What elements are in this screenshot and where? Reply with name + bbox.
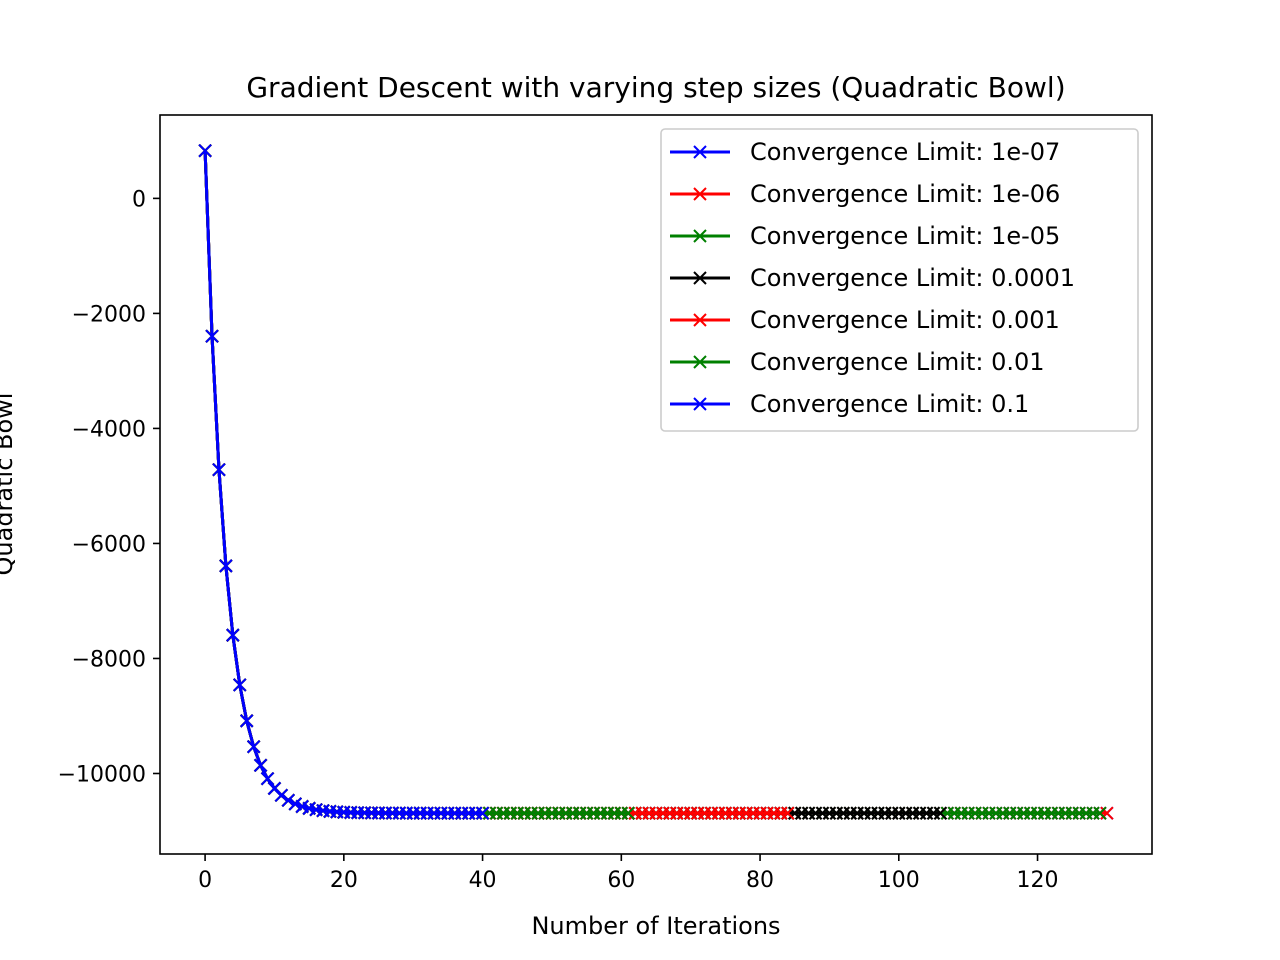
- legend-marker: [693, 187, 707, 201]
- data-point-marker: [281, 793, 296, 808]
- legend-label: Convergence Limit: 0.001: [750, 306, 1060, 334]
- y-tick-label: −8000: [72, 647, 146, 672]
- data-point-marker: [288, 797, 302, 811]
- y-tick-label: −6000: [72, 532, 146, 557]
- y-tick-label: −10000: [58, 762, 146, 787]
- legend-box: [660, 128, 1139, 432]
- y-tick-label: −2000: [72, 302, 146, 327]
- data-point-marker: [219, 559, 233, 573]
- legend-item: Convergence Limit: 1e-05: [670, 222, 1060, 250]
- data-point-marker: [233, 678, 247, 692]
- legend-label: Convergence Limit: 0.0001: [750, 264, 1075, 292]
- legend-label: Convergence Limit: 0.1: [750, 390, 1029, 418]
- chart-title: Gradient Descent with varying step sizes…: [246, 71, 1065, 104]
- plot-frame: [159, 114, 1153, 855]
- legend-marker: [693, 145, 707, 159]
- data-point-marker: [198, 143, 212, 158]
- x-tick-label: 20: [330, 868, 358, 893]
- x-tick-label: 120: [1017, 868, 1059, 893]
- legend-marker: [693, 313, 707, 327]
- data-point-marker: [933, 806, 948, 820]
- legend-item: Convergence Limit: 0.0001: [670, 264, 1075, 292]
- data-point-marker: [212, 463, 226, 477]
- legend-item: Convergence Limit: 0.01: [670, 348, 1045, 376]
- legend-marker: [693, 229, 707, 243]
- x-tick-label: 80: [746, 868, 774, 893]
- legend-item: Convergence Limit: 1e-06: [670, 180, 1060, 208]
- legend-label: Convergence Limit: 0.01: [750, 348, 1045, 376]
- data-point-marker: [260, 772, 275, 786]
- legend-label: Convergence Limit: 1e-07: [750, 138, 1060, 166]
- x-tick-label: 40: [469, 868, 497, 893]
- y-tick-label: 0: [132, 187, 146, 212]
- legend-label: Convergence Limit: 1e-05: [750, 222, 1060, 250]
- x-axis: 0 20 40 60 80 100 120: [198, 854, 1059, 893]
- data-point-marker: [226, 628, 240, 642]
- legend-item: Convergence Limit: 0.001: [670, 306, 1060, 334]
- data-point-marker: [240, 714, 254, 728]
- data-point-marker: [781, 806, 795, 820]
- series-group: [198, 143, 1114, 820]
- x-axis-label: Number of Iterations: [531, 912, 780, 940]
- data-point-marker: [621, 806, 635, 820]
- legend-item: Convergence Limit: 0.1: [670, 390, 1029, 418]
- y-axis-label: Quadratic Bowl: [0, 393, 18, 576]
- legend: Convergence Limit: 1e-07 Convergence Limi…: [660, 128, 1139, 432]
- data-point-marker: [246, 740, 261, 754]
- legend-marker: [693, 355, 707, 369]
- x-tick-label: 0: [198, 868, 212, 893]
- data-point-marker: [253, 758, 268, 773]
- data-point-marker: [1093, 806, 1107, 820]
- y-tick-label: −4000: [72, 417, 146, 442]
- y-axis: 0 −2000 −4000 −6000 −8000 −10000: [58, 187, 160, 787]
- series-7: [198, 143, 490, 820]
- data-point-marker: [205, 329, 219, 343]
- x-tick-label: 60: [607, 868, 635, 893]
- legend-marker: [693, 397, 707, 411]
- legend-label: Convergence Limit: 1e-06: [750, 180, 1060, 208]
- legend-item: Convergence Limit: 1e-07: [670, 138, 1060, 166]
- data-point-marker: [475, 806, 490, 820]
- plot-area: [198, 143, 1114, 820]
- x-tick-label: 100: [878, 868, 920, 893]
- data-point-marker: [274, 788, 289, 803]
- legend-marker: [693, 271, 707, 285]
